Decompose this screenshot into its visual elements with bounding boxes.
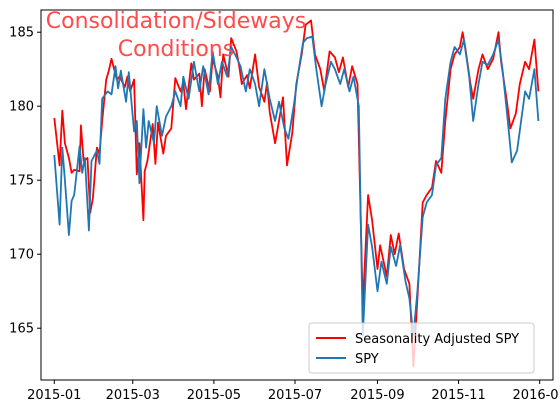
y-tick-label: 165 [9,322,34,337]
y-tick-label: 185 [9,26,34,41]
x-tick-label: 2015-07 [268,388,322,403]
x-tick-label: 2015-05 [187,388,241,403]
series-line-spy [53,35,540,337]
x-tick-label: 2015-11 [431,388,485,403]
x-tick-label: 2015-09 [350,388,404,403]
y-axis-ticks: 165 170 175 180 185 [9,26,41,337]
x-tick-label: 2015-03 [106,388,160,403]
x-axis-ticks: 2015-01 2015-03 2015-05 2015-07 2015-09 2015-… [27,380,560,403]
x-tick-label: 2015-01 [27,388,81,403]
series-line-seasonality-adjusted-spy [53,19,540,368]
legend-label-spy: SPY [355,352,379,367]
x-tick-label: 2016-01 [513,388,560,403]
series-lines [53,19,540,368]
y-tick-label: 170 [9,248,34,263]
annotation-line-2: Conditions [118,37,234,62]
annotation: Consolidation/Sideways Conditions [46,9,306,62]
annotation-line-1: Consolidation/Sideways [46,9,306,34]
legend: Seasonality Adjusted SPY SPY [308,322,535,374]
y-tick-label: 180 [9,100,34,115]
y-tick-label: 175 [9,174,34,189]
plot-frame [40,9,554,381]
legend-box [308,322,535,374]
legend-label-seasonality-adjusted-spy: Seasonality Adjusted SPY [355,332,519,347]
